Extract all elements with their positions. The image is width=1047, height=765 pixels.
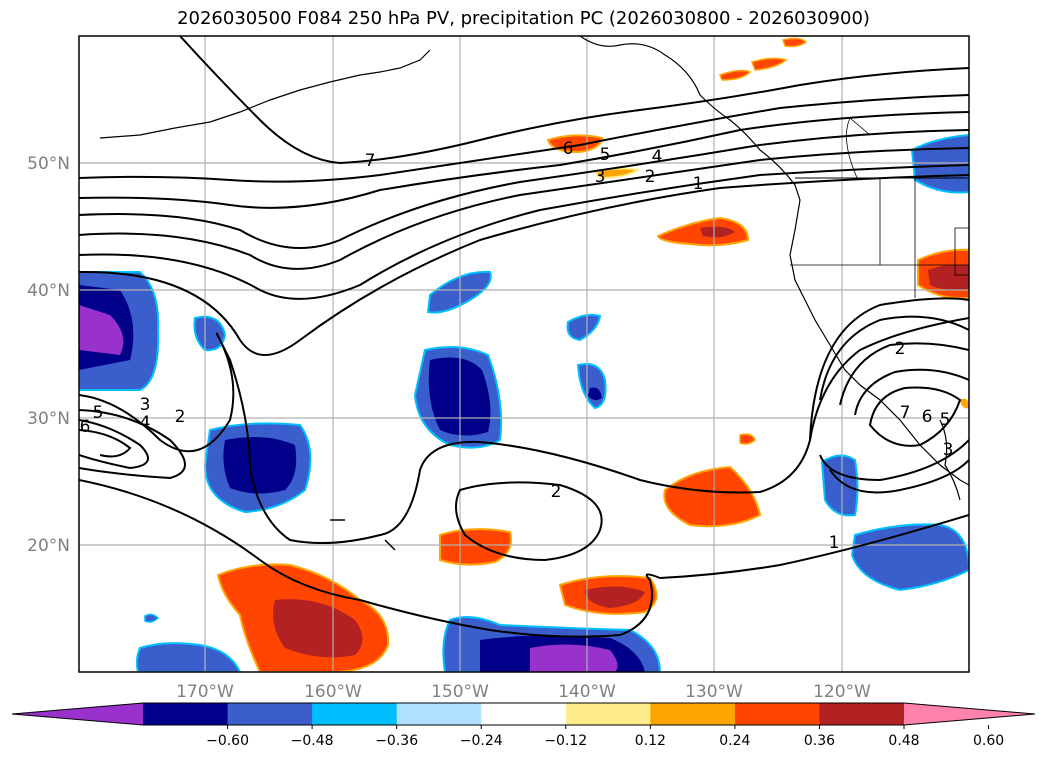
contour-label: 5 (940, 410, 951, 430)
colorbar-tick-label: −0.48 (291, 733, 334, 749)
colorbar-segment (819, 703, 905, 725)
contour-label: 3 (943, 440, 954, 460)
colorbar-segment (143, 703, 229, 725)
colorbar-outline (11, 702, 1036, 726)
contour-label: 7 (365, 151, 376, 171)
lon-label: 160°W (304, 682, 362, 702)
contour-label: 4 (140, 413, 151, 433)
map-title: 2026030500 F084 250 hPa PV, precipitatio… (177, 8, 870, 29)
contour-label: 2 (175, 407, 186, 427)
latitude-labels: 50°N 40°N 30°N 20°N (27, 154, 70, 556)
colorbar-segment (650, 703, 736, 725)
colorbar-segment (565, 703, 651, 725)
lat-label: 20°N (27, 536, 70, 556)
colorbar-segment (227, 703, 313, 725)
lon-label: 120°W (813, 682, 871, 702)
lon-label: 150°W (431, 682, 489, 702)
colorbar-tick-label: −0.60 (206, 733, 249, 749)
contour-label: 6 (922, 407, 933, 427)
lon-label: 170°W (176, 682, 234, 702)
precip-shading (79, 37, 969, 672)
contour-label: 5 (600, 145, 611, 165)
lat-label: 50°N (27, 154, 70, 174)
pv-contours (79, 36, 969, 638)
colorbar-tick-label: −0.12 (544, 733, 587, 749)
contour-label: 3 (140, 395, 151, 415)
colorbar-tick-label: −0.24 (460, 733, 503, 749)
contour-label: 3 (595, 167, 606, 187)
lon-label: 140°W (558, 682, 616, 702)
contour-label: 6 (80, 417, 91, 437)
coastlines (99, 36, 969, 551)
graticule (79, 36, 969, 672)
contour-label: 1 (693, 174, 704, 194)
colorbar-tick-label: 0.60 (973, 733, 1004, 749)
colorbar-tick-label: 0.48 (888, 733, 919, 749)
colorbar-segment (734, 703, 820, 725)
colorbar-segment (312, 703, 398, 725)
contour-label: 2 (645, 167, 656, 187)
contour-labels: 7 6 5 4 3 2 1 5 3 2 4 6 2 1 2 7 6 5 3 (80, 139, 954, 553)
colorbar-tick-label: 0.36 (804, 733, 835, 749)
contour-label: 1 (829, 533, 840, 553)
contour-label: 4 (652, 147, 663, 167)
colorbar-tick-label: −0.36 (375, 733, 418, 749)
colorbar-extend-min (12, 703, 143, 725)
longitude-labels: 170°W 160°W 150°W 140°W 130°W 120°W (176, 682, 871, 702)
colorbar-tick-label: 0.24 (719, 733, 750, 749)
colorbar: −0.60 −0.48 −0.36 −0.24 −0.12 0.12 0.24 0.36 0.4… (11, 702, 1036, 749)
colorbar-segment (396, 703, 482, 725)
lon-label: 130°W (685, 682, 743, 702)
contour-label: 5 (93, 403, 104, 423)
contour-label: 2 (551, 482, 562, 502)
plot-frame (78, 35, 970, 673)
contour-label: 6 (563, 139, 574, 159)
colorbar-extend-max (904, 703, 1035, 725)
contour-label: 7 (900, 403, 911, 423)
contour-label: 2 (895, 339, 906, 359)
lat-label: 40°N (27, 281, 70, 301)
colorbar-tick-label: 0.12 (635, 733, 666, 749)
colorbar-segment (481, 703, 567, 725)
lat-label: 30°N (27, 409, 70, 429)
